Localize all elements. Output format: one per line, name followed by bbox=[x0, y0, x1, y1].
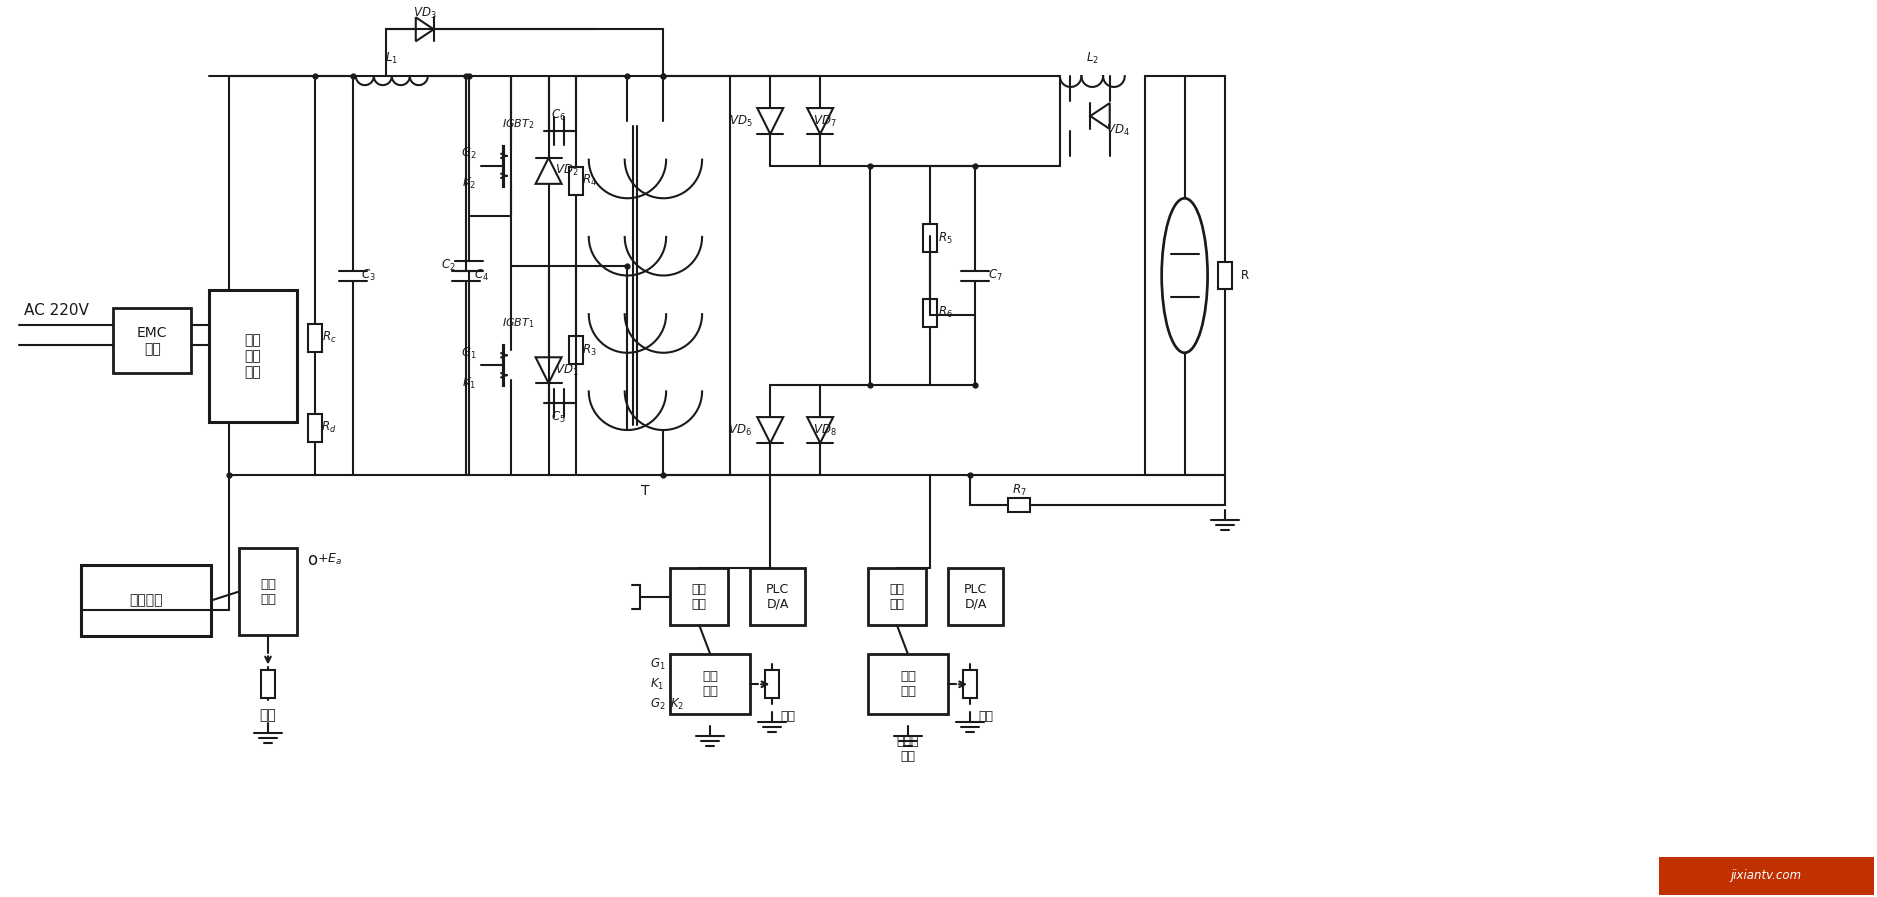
Text: $R_3$: $R_3$ bbox=[582, 343, 597, 358]
Text: $VD_4$: $VD_4$ bbox=[1106, 122, 1130, 137]
Text: $C_4$: $C_4$ bbox=[475, 268, 490, 283]
Text: 电量
隔离: 电量 隔离 bbox=[261, 578, 276, 605]
Text: $G_1$: $G_1$ bbox=[462, 345, 477, 361]
Bar bbox=[923, 224, 937, 252]
Text: $VD_8$: $VD_8$ bbox=[813, 422, 837, 438]
Bar bbox=[208, 291, 297, 422]
Bar bbox=[569, 336, 582, 364]
Bar bbox=[751, 568, 805, 625]
Text: $C_5$: $C_5$ bbox=[552, 410, 565, 424]
Text: PLC
D/A: PLC D/A bbox=[766, 582, 790, 611]
Text: 电量
隔离: 电量 隔离 bbox=[693, 582, 708, 611]
Text: $+E_a$: $+E_a$ bbox=[317, 553, 342, 567]
Bar bbox=[766, 670, 779, 698]
Text: 电量
隔离: 电量 隔离 bbox=[890, 582, 905, 611]
Text: R: R bbox=[1241, 269, 1248, 282]
Text: $L_2$: $L_2$ bbox=[1085, 50, 1098, 65]
Text: $L_1$: $L_1$ bbox=[385, 50, 398, 65]
Text: 给定: 给定 bbox=[781, 710, 796, 723]
Bar bbox=[670, 568, 728, 625]
Text: AC 220V: AC 220V bbox=[24, 303, 88, 318]
Text: $IGBT_2$: $IGBT_2$ bbox=[503, 118, 535, 131]
Bar bbox=[867, 568, 925, 625]
Bar bbox=[113, 309, 191, 373]
Polygon shape bbox=[807, 417, 833, 443]
Polygon shape bbox=[1091, 103, 1109, 129]
Text: 给定: 给定 bbox=[259, 708, 276, 722]
Polygon shape bbox=[417, 17, 434, 41]
Text: $VD_2$: $VD_2$ bbox=[556, 163, 578, 179]
Text: jixiantv.com: jixiantv.com bbox=[1731, 869, 1802, 882]
Bar bbox=[1659, 857, 1873, 894]
Text: $IGBT_1$: $IGBT_1$ bbox=[503, 317, 535, 330]
Text: $G_2$: $G_2$ bbox=[462, 146, 477, 161]
Text: 控制
电路: 控制 电路 bbox=[901, 670, 916, 698]
Text: $R_c$: $R_c$ bbox=[321, 330, 336, 345]
Text: 给定: 给定 bbox=[978, 710, 993, 723]
Bar bbox=[238, 548, 297, 635]
Text: $K_2$: $K_2$ bbox=[670, 697, 685, 711]
Text: o: o bbox=[308, 551, 317, 569]
Text: $VD_7$: $VD_7$ bbox=[813, 113, 837, 128]
Text: PLC
D/A: PLC D/A bbox=[963, 582, 987, 611]
Text: EMC
滤波: EMC 滤波 bbox=[137, 326, 167, 356]
Bar bbox=[670, 654, 751, 714]
Polygon shape bbox=[756, 108, 783, 134]
Text: $VD_1$: $VD_1$ bbox=[556, 362, 578, 378]
Text: $R_d$: $R_d$ bbox=[321, 420, 336, 435]
Text: $VD_6$: $VD_6$ bbox=[728, 422, 753, 438]
Text: 控制电路: 控制电路 bbox=[130, 594, 163, 607]
Text: $K_2$: $K_2$ bbox=[462, 177, 475, 191]
Text: $C_7$: $C_7$ bbox=[987, 268, 1002, 283]
Text: 可控
整流
电路: 可控 整流 电路 bbox=[244, 333, 261, 379]
Polygon shape bbox=[807, 108, 833, 134]
Bar bbox=[1218, 262, 1231, 290]
Polygon shape bbox=[535, 357, 561, 383]
Bar bbox=[1008, 498, 1030, 512]
Text: $C_3$: $C_3$ bbox=[362, 268, 375, 283]
Ellipse shape bbox=[1162, 198, 1207, 353]
Bar bbox=[308, 324, 323, 352]
Bar bbox=[569, 167, 582, 195]
Text: $R_4$: $R_4$ bbox=[582, 173, 597, 188]
Text: $R_6$: $R_6$ bbox=[937, 305, 952, 320]
Text: 控制
电路: 控制 电路 bbox=[702, 670, 719, 698]
Text: $R_7$: $R_7$ bbox=[1012, 483, 1027, 499]
Text: $G_1$: $G_1$ bbox=[651, 657, 666, 672]
Text: T: T bbox=[642, 483, 649, 498]
Text: $K_1$: $K_1$ bbox=[462, 376, 475, 391]
Bar bbox=[923, 299, 937, 327]
Text: $VD_5$: $VD_5$ bbox=[728, 113, 753, 128]
Text: $C_2$: $C_2$ bbox=[441, 258, 456, 273]
Bar bbox=[81, 564, 210, 636]
Polygon shape bbox=[535, 158, 561, 184]
Bar bbox=[867, 654, 948, 714]
Polygon shape bbox=[756, 417, 783, 443]
Text: $G_2$: $G_2$ bbox=[651, 697, 666, 711]
Bar bbox=[963, 670, 976, 698]
Bar bbox=[308, 414, 323, 441]
Bar bbox=[948, 568, 1002, 625]
Text: 至束流
控制: 至束流 控制 bbox=[897, 735, 920, 763]
Bar bbox=[261, 670, 276, 698]
Text: $K_1$: $K_1$ bbox=[651, 676, 664, 692]
Text: $R_5$: $R_5$ bbox=[938, 231, 952, 246]
Text: $C_6$: $C_6$ bbox=[552, 108, 567, 123]
Text: $VD_3$: $VD_3$ bbox=[413, 5, 437, 21]
